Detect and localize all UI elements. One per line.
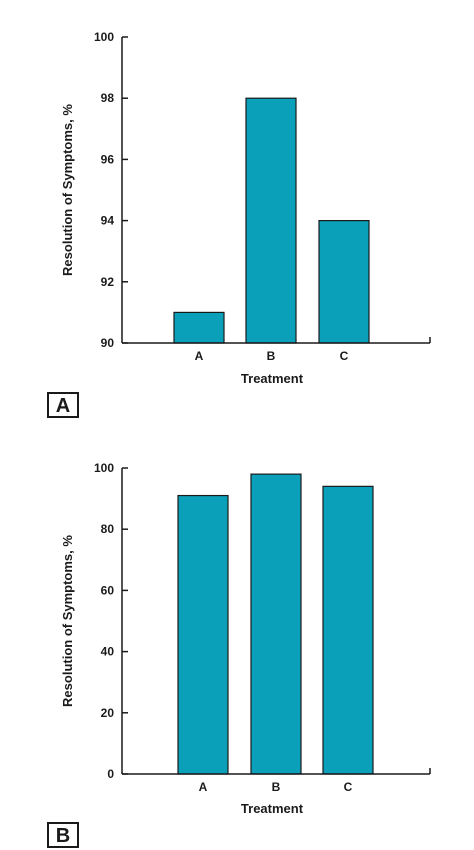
panel-label: B [56, 825, 70, 847]
x-tick-label: C [340, 349, 349, 363]
chart-panel-b: 0 20 40 60 80 100 A B C Treatment Resolution of Sy… [47, 461, 431, 848]
chart-panel-a: 90 92 94 96 98 100 A B C Treatment Resolution of S… [47, 30, 431, 418]
y-axis-title: Resolution of Symptoms, % [60, 535, 75, 707]
x-tick-label: C [344, 780, 353, 794]
bar-a [177, 494, 229, 775]
panel-label: A [56, 395, 70, 417]
y-tick-label: 92 [101, 275, 115, 289]
x-tick-label: A [199, 780, 208, 794]
bar-a [173, 311, 225, 344]
y-axis-title: Resolution of Symptoms, % [60, 104, 75, 276]
y-tick-label: 96 [101, 152, 115, 166]
y-tick-label: 94 [101, 214, 115, 228]
bar-c [322, 485, 374, 775]
bar-c [318, 220, 370, 344]
y-tick-label: 90 [101, 336, 115, 350]
x-axis-title: Treatment [241, 801, 304, 816]
y-tick-label: 60 [101, 583, 115, 597]
x-tick-label: B [272, 780, 281, 794]
panel-label-box [47, 392, 79, 418]
y-tick-label: 20 [101, 706, 115, 720]
x-tick-label: B [267, 349, 276, 363]
x-axis-title: Treatment [241, 371, 304, 386]
y-tick-label: 100 [94, 461, 114, 475]
y-tick-label: 98 [101, 91, 115, 105]
y-tick-label: 100 [94, 30, 114, 44]
x-tick-label: A [195, 349, 204, 363]
panel-label-box [47, 822, 79, 848]
y-tick-label: 80 [101, 522, 115, 536]
y-tick-label: 40 [101, 645, 115, 659]
bar-b [250, 473, 302, 775]
y-tick-label: 0 [107, 767, 114, 781]
bar-b [245, 97, 297, 344]
